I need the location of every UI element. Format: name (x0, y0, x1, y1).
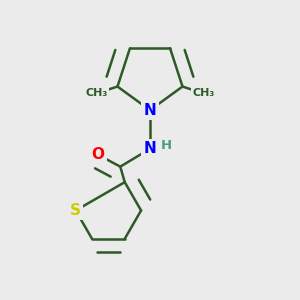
Text: O: O (92, 147, 104, 162)
Text: S: S (70, 203, 81, 218)
Text: CH₃: CH₃ (193, 88, 215, 98)
Text: N: N (144, 141, 156, 156)
Text: H: H (161, 139, 172, 152)
Text: CH₃: CH₃ (85, 88, 107, 98)
Text: N: N (144, 103, 156, 118)
